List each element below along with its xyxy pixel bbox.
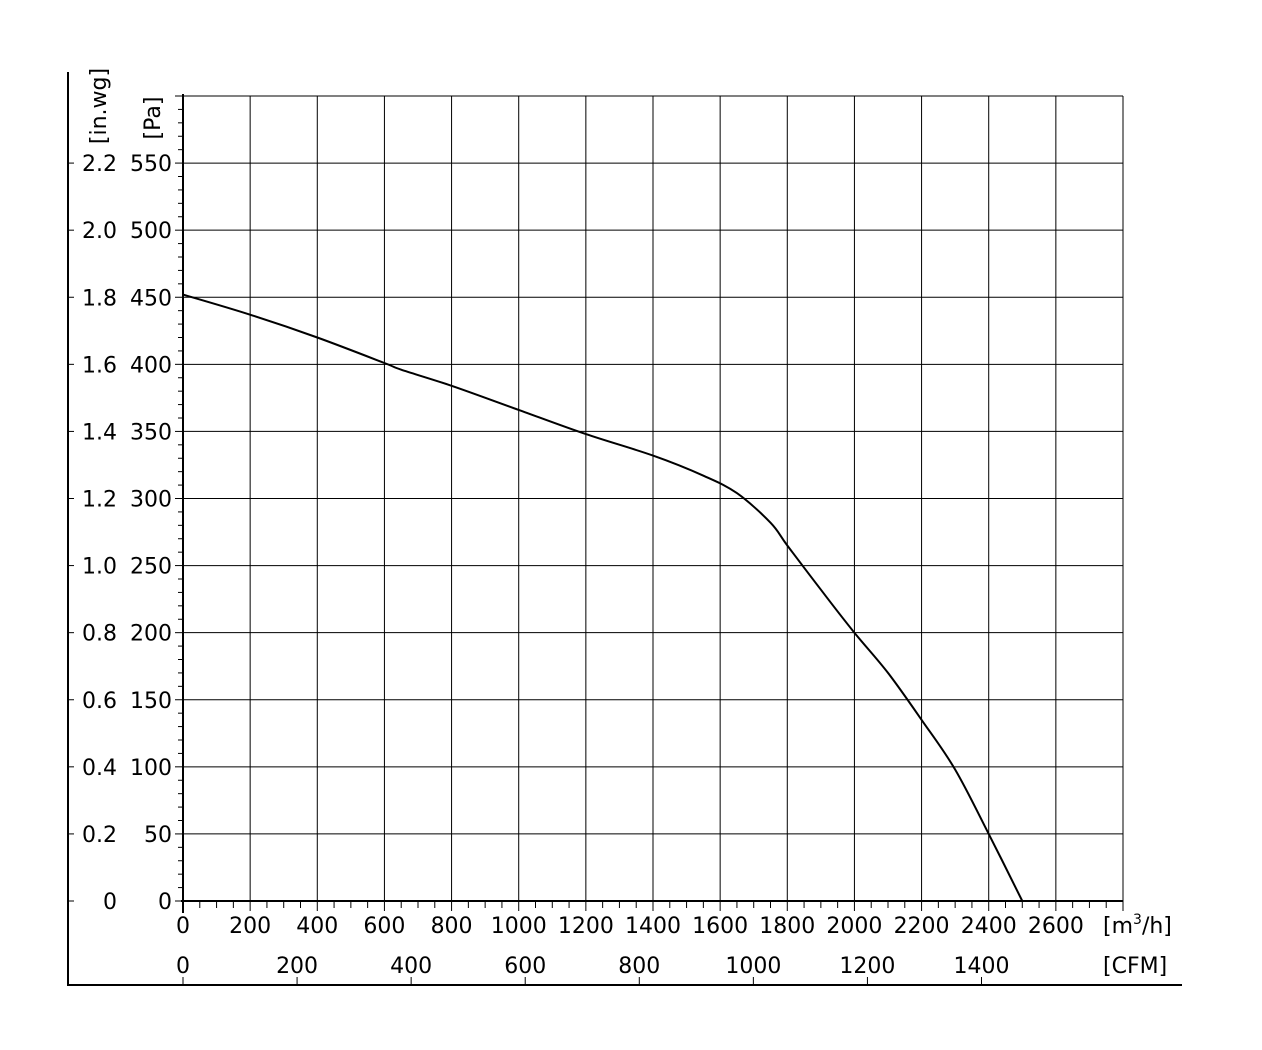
y-tick-label-pa-500: 500 [130, 219, 172, 244]
x-tick-label-m3h-1600: 1600 [692, 914, 748, 939]
y-tick-label-pa-300: 300 [130, 488, 172, 513]
x-tick-label-m3h-400: 400 [296, 914, 338, 939]
x-primary-unit-sup: 3 [1133, 912, 1142, 928]
y-tick-label-pa-100: 100 [130, 756, 172, 781]
x-tick-label-cfm-600: 600 [504, 954, 546, 979]
tick-marks [68, 96, 1123, 985]
y-tick-label-inwg-1: 0.2 [82, 823, 117, 848]
y-tick-label-pa-250: 250 [130, 555, 172, 580]
y-tick-label-pa-550: 550 [130, 152, 172, 177]
x-tick-label-m3h-2600: 2600 [1028, 914, 1084, 939]
series-layer [183, 295, 1022, 901]
gridlines [183, 96, 1123, 901]
y-secondary-unit-label: [in.wg] [87, 68, 112, 144]
x-tick-label-m3h-1400: 1400 [625, 914, 681, 939]
y-primary-unit-label: [Pa] [141, 97, 166, 140]
series-line-0 [183, 295, 1022, 901]
x-tick-label-m3h-1200: 1200 [558, 914, 614, 939]
y-tick-label-inwg-10: 2.0 [82, 219, 117, 244]
y-tick-label-inwg-2: 0.4 [82, 756, 117, 781]
y-tick-label-pa-0: 0 [158, 890, 172, 915]
x-tick-label-cfm-1400: 1400 [954, 954, 1010, 979]
y-tick-label-inwg-5: 1.0 [82, 555, 117, 580]
axes [67, 72, 1182, 985]
x-tick-label-m3h-2200: 2200 [894, 914, 950, 939]
x-tick-label-m3h-1800: 1800 [759, 914, 815, 939]
y-tick-label-inwg-9: 1.8 [82, 286, 117, 311]
x-tick-label-cfm-400: 400 [390, 954, 432, 979]
x-tick-label-cfm-800: 800 [618, 954, 660, 979]
y-tick-label-inwg-0: 0 [103, 890, 117, 915]
y-tick-label-inwg-7: 1.4 [82, 420, 117, 445]
y-tick-label-inwg-11: 2.2 [82, 152, 117, 177]
y-tick-label-pa-200: 200 [130, 622, 172, 647]
y-tick-label-inwg-6: 1.2 [82, 488, 117, 513]
y-tick-label-pa-50: 50 [144, 823, 172, 848]
y-tick-label-pa-150: 150 [130, 689, 172, 714]
x-tick-label-m3h-600: 600 [363, 914, 405, 939]
x-tick-label-m3h-1000: 1000 [491, 914, 547, 939]
y-tick-label-inwg-3: 0.6 [82, 689, 117, 714]
x-tick-label-m3h-200: 200 [229, 914, 271, 939]
x-primary-unit-tail: /h] [1142, 914, 1172, 939]
y-tick-label-inwg-4: 0.8 [82, 622, 117, 647]
x-secondary-unit-label: [CFM] [1103, 954, 1167, 979]
x-primary-unit-label: [m3/h] [1103, 912, 1172, 939]
y-tick-label-inwg-8: 1.6 [82, 353, 117, 378]
x-tick-label-m3h-2400: 2400 [961, 914, 1017, 939]
x-tick-label-cfm-0: 0 [176, 954, 190, 979]
x-primary-unit-base: [m [1103, 914, 1133, 939]
x-tick-label-cfm-1000: 1000 [725, 954, 781, 979]
y-tick-label-pa-350: 350 [130, 420, 172, 445]
x-tick-label-cfm-200: 200 [276, 954, 318, 979]
x-tick-label-m3h-2000: 2000 [826, 914, 882, 939]
y-tick-label-pa-400: 400 [130, 353, 172, 378]
x-tick-label-m3h-0: 0 [176, 914, 190, 939]
x-tick-label-cfm-1200: 1200 [839, 954, 895, 979]
x-tick-label-m3h-800: 800 [431, 914, 473, 939]
y-tick-label-pa-450: 450 [130, 286, 172, 311]
